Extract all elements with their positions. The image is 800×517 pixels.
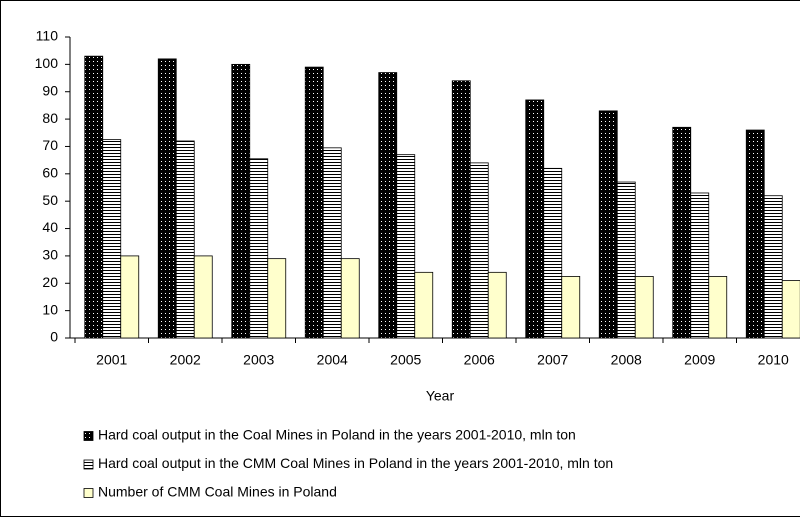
bar: [487, 271, 507, 339]
bar: [157, 58, 177, 339]
y-tick-label: 40: [42, 219, 58, 235]
bar: [378, 72, 398, 339]
bar: [616, 181, 636, 339]
x-tick-label: 2006: [464, 352, 495, 368]
bar: [396, 154, 416, 339]
bar: [304, 66, 324, 339]
bar: [561, 276, 581, 339]
bar: [414, 271, 434, 339]
x-tick-label: 2005: [390, 352, 421, 368]
bar: [102, 139, 122, 339]
y-tick-label: 10: [42, 301, 58, 317]
x-tick-label: 2010: [758, 352, 789, 368]
bar: [231, 63, 251, 339]
bar: [745, 129, 765, 339]
bar: [781, 280, 800, 339]
legend-label: Hard coal output in the Coal Mines in Po…: [98, 427, 576, 443]
bar: [340, 258, 360, 339]
bar: [193, 255, 213, 339]
legend-swatch: [83, 488, 94, 498]
legend-swatch: [83, 431, 94, 441]
y-tick-label: 80: [42, 110, 58, 126]
bar: [634, 276, 654, 339]
bar: [249, 158, 269, 339]
bar: [469, 162, 489, 339]
y-tick-label: 20: [42, 274, 58, 290]
x-tick-label: 2004: [317, 352, 348, 368]
x-tick-label: 2007: [537, 352, 568, 368]
bar: [672, 126, 692, 339]
bar: [763, 195, 783, 339]
x-tick-label: 2002: [170, 352, 201, 368]
y-tick-label: 70: [42, 137, 58, 153]
legend-label: Number of CMM Coal Mines in Poland: [98, 484, 337, 500]
bar: [175, 140, 195, 339]
x-tick-label: 2008: [611, 352, 642, 368]
bar: [690, 192, 710, 339]
bar: [525, 99, 545, 339]
legend-label: Hard coal output in the CMM Coal Mines i…: [98, 455, 613, 471]
y-tick-label: 90: [42, 82, 58, 98]
x-axis-label: Year: [426, 388, 455, 404]
x-tick-label: 2003: [243, 352, 274, 368]
y-tick-label: 110: [36, 28, 59, 44]
bar: [708, 276, 728, 339]
bar: [267, 258, 287, 339]
bar: [543, 167, 563, 339]
bar: [598, 110, 618, 339]
x-tick-label: 2009: [684, 352, 715, 368]
bar: [322, 147, 342, 339]
x-tick-label: 2001: [96, 352, 127, 368]
bar: [451, 80, 471, 339]
y-tick-label: 50: [42, 192, 58, 208]
legend-swatch: [83, 459, 94, 470]
bar: [84, 55, 104, 339]
y-tick-label: 0: [50, 329, 58, 345]
y-tick-label: 100: [35, 55, 59, 71]
bar: [120, 255, 140, 339]
y-tick-label: 30: [42, 247, 58, 263]
y-tick-label: 60: [42, 165, 58, 181]
